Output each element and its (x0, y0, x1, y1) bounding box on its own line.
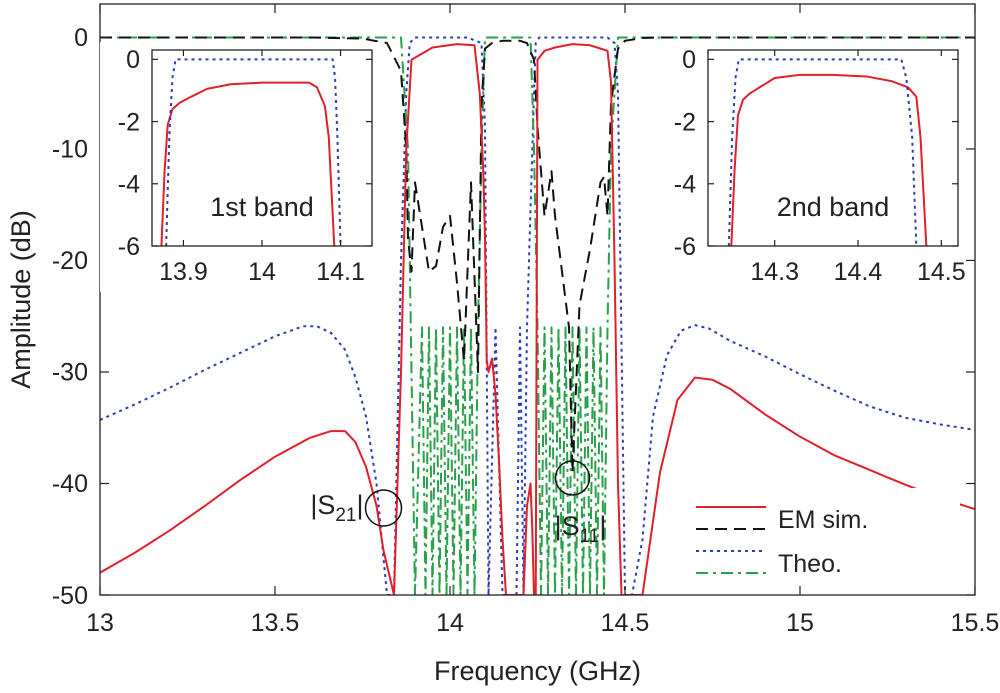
main-x-tick-label: 14.5 (601, 609, 650, 637)
s11-annotation-end: | (599, 511, 606, 541)
inset-second-band-y-ticks: 0 -2 -4 -6 (674, 46, 958, 261)
y-axis-label: Amplitude (dB) (6, 210, 36, 389)
legend-entries: EM sim. Theo. (696, 506, 868, 578)
main-x-tick-label: 15 (786, 609, 814, 637)
main-curves (100, 36, 975, 595)
main-theo-s21-line (100, 36, 975, 595)
inset-second-band-frame (707, 49, 959, 247)
inset2-theo-s21-line (727, 58, 918, 246)
main-y-tick-label: -50 (52, 582, 88, 610)
main-em-s11-line (100, 36, 975, 474)
main-y-axis-ticks: 0-10-20-30-40-50 (52, 24, 975, 610)
legend-label: EM sim. (778, 506, 868, 534)
s11-annotation: |S11| (555, 511, 607, 547)
inset1-x-tick-label: 13.9 (159, 258, 208, 286)
main-em-s21-line (100, 43, 975, 595)
inset2-em-s21-line (730, 73, 928, 246)
inset2-x-tick-label: 14.3 (750, 258, 799, 286)
main-theo-s11-line (100, 36, 975, 595)
inset2-y-tick-label: -6 (674, 233, 696, 261)
inset-second-band-curves (727, 58, 928, 246)
inset2-y-tick-label: -4 (674, 171, 696, 199)
inset-first-band-y-ticks: 0 -2 -4 -6 (118, 46, 372, 261)
inset1-x-tick-label: 14.1 (316, 258, 365, 286)
inset1-y-tick-label: -6 (118, 233, 140, 261)
inset1-x-tick-label: 14 (248, 258, 276, 286)
inset-first-band-title: 1st band (210, 192, 314, 222)
main-y-tick-label: -40 (52, 470, 88, 498)
main-y-tick-label: 0 (74, 24, 88, 52)
s21-annotation: |S21| (310, 490, 363, 526)
inset1-y-tick-label: -2 (118, 108, 140, 136)
inset2-y-tick-label: 0 (682, 46, 696, 74)
s21-annotation-sub: 21 (335, 505, 356, 526)
inset-first-band-curves (160, 58, 342, 246)
legend-box (690, 488, 960, 576)
inset2-x-tick-label: 14.5 (917, 258, 966, 286)
inset1-y-tick-label: -4 (118, 171, 140, 199)
port-annotations: |S21| |S11| (310, 460, 607, 547)
inset1-y-tick-label: 0 (126, 46, 140, 74)
inset-second-band-title: 2nd band (777, 192, 890, 222)
inset-second-band-x-ticks: 14.3 14.4 14.5 (750, 50, 966, 286)
inset-first-band-x-ticks: 13.9 14 14.1 (159, 50, 365, 286)
inset1-em-s21-line (160, 81, 336, 246)
inset-second-band-background (708, 50, 958, 246)
s11-annotation-sub: 11 (580, 526, 600, 547)
main-x-axis-ticks: 13 13.5 14 14.5 15 15.5 (86, 4, 999, 637)
x-axis-label: Frequency (GHz) (434, 656, 641, 686)
main-x-tick-label: 14 (436, 609, 464, 637)
main-plot: 13 13.5 14 14.5 15 15.5 0-10-20-30-40-50 Freq… (6, 3, 999, 686)
s21-annotation-main: |S (310, 490, 335, 520)
inset-second-band: 14.3 14.4 14.5 0 -2 -4 -6 2nd band (656, 42, 966, 292)
main-x-tick-label: 13.5 (251, 609, 300, 637)
inset-first-band: 13.9 14 14.1 0 -2 -4 -6 1st band (100, 42, 378, 292)
s11-marker-circle (554, 460, 591, 496)
main-y-tick-label: -20 (52, 247, 88, 275)
s21-marker-circle (364, 489, 403, 527)
legend-label: Theo. (778, 550, 842, 578)
s11-annotation-main: |S (555, 511, 580, 541)
main-y-tick-label: -10 (52, 136, 88, 164)
main-x-tick-label: 15.5 (951, 609, 1000, 637)
main-y-tick-label: -30 (52, 359, 88, 387)
main-x-tick-label: 13 (86, 609, 114, 637)
inset1-theo-s21-line (165, 58, 342, 246)
inset2-x-tick-label: 14.4 (834, 258, 883, 286)
legend: EM sim. Theo. (690, 488, 960, 578)
s21-annotation-end: | (356, 490, 363, 520)
inset2-y-tick-label: -2 (674, 108, 696, 136)
main-plot-frame (99, 3, 976, 596)
